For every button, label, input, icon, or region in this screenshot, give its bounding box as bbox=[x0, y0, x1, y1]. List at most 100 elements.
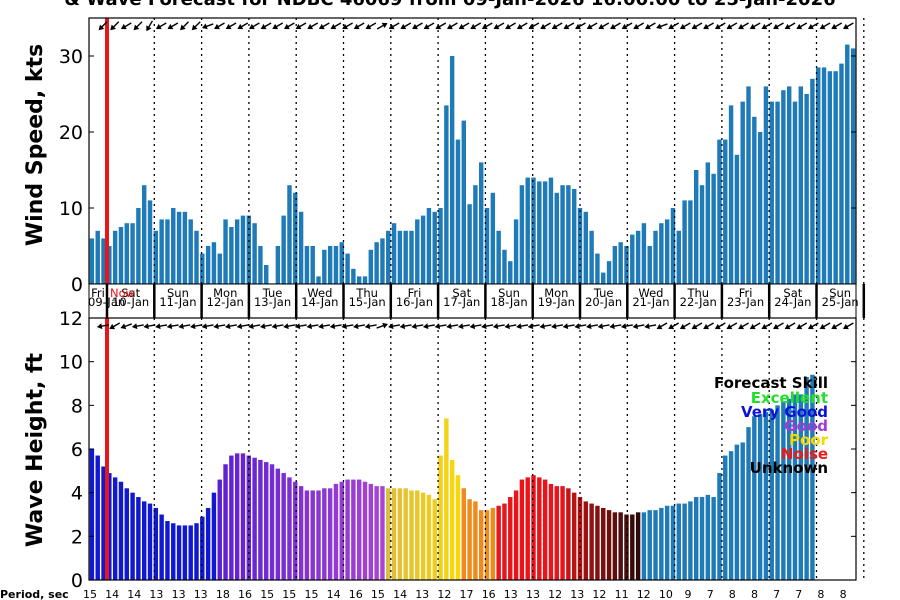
arrow-head bbox=[388, 23, 395, 30]
bar bbox=[339, 242, 344, 284]
arrow-head bbox=[796, 323, 803, 330]
bar bbox=[223, 464, 228, 580]
plot-frame bbox=[88, 17, 857, 285]
arrow-head bbox=[668, 23, 675, 30]
bar bbox=[345, 253, 350, 284]
bar bbox=[682, 503, 687, 580]
direction-arrow bbox=[563, 22, 575, 30]
date-label: 24-Jan bbox=[774, 295, 811, 309]
bar bbox=[775, 405, 780, 580]
arrow-head bbox=[645, 23, 651, 30]
y-tick-label: 4 bbox=[71, 483, 83, 505]
direction-arrow bbox=[330, 22, 342, 30]
direction-arrow bbox=[109, 322, 121, 330]
direction-arrow bbox=[423, 22, 435, 30]
bar bbox=[275, 246, 281, 284]
arrow-head bbox=[516, 323, 522, 330]
arrow-head bbox=[96, 323, 103, 330]
arrow-head bbox=[528, 23, 535, 30]
bar bbox=[229, 227, 234, 284]
arrow-head bbox=[146, 25, 152, 32]
bar bbox=[211, 492, 217, 580]
bar bbox=[537, 477, 542, 580]
bar bbox=[240, 215, 246, 284]
direction-arrow bbox=[738, 322, 749, 330]
bar bbox=[740, 442, 745, 580]
bar bbox=[653, 510, 658, 580]
date-label: 21-Jan bbox=[632, 295, 669, 309]
bar bbox=[624, 246, 629, 284]
bar bbox=[380, 238, 385, 284]
bar bbox=[688, 200, 693, 284]
bar bbox=[734, 444, 740, 580]
direction-arrow bbox=[342, 22, 353, 30]
bar bbox=[664, 505, 670, 580]
period-value: 15 bbox=[371, 588, 385, 600]
direction-arrow bbox=[318, 22, 330, 30]
date-label: 16-Jan bbox=[396, 295, 433, 309]
arrow-head bbox=[306, 323, 313, 330]
bar bbox=[496, 505, 501, 580]
bar bbox=[612, 246, 618, 284]
arrow-head bbox=[516, 23, 523, 30]
direction-arrow bbox=[146, 20, 154, 32]
bar bbox=[415, 219, 420, 284]
bar bbox=[386, 488, 391, 580]
direction-arrow bbox=[808, 322, 819, 330]
bar bbox=[630, 514, 635, 580]
bar bbox=[548, 177, 554, 284]
date-label: 15-Jan bbox=[349, 295, 386, 309]
direction-arrow bbox=[784, 22, 796, 30]
bar bbox=[147, 503, 153, 580]
arrow-head bbox=[120, 23, 127, 30]
date-label: 12-Jan bbox=[207, 295, 244, 309]
arrow-head bbox=[224, 323, 231, 330]
arrow-head bbox=[295, 23, 302, 30]
direction-arrow bbox=[271, 323, 284, 330]
arrow-head bbox=[120, 323, 127, 330]
bar bbox=[449, 459, 455, 580]
bar bbox=[694, 170, 699, 284]
bar bbox=[444, 105, 449, 285]
period-value: 13 bbox=[149, 588, 163, 600]
arrow-head bbox=[180, 24, 186, 31]
bar bbox=[333, 246, 339, 284]
arrow-head bbox=[330, 23, 337, 30]
arrow-head bbox=[167, 23, 174, 30]
direction-arrow bbox=[191, 21, 201, 31]
day-of-week-label: Tue bbox=[262, 286, 283, 300]
bar bbox=[810, 374, 815, 580]
bar bbox=[490, 507, 496, 580]
date-label: 18-Jan bbox=[490, 295, 527, 309]
day-of-week-label: Sat bbox=[783, 286, 802, 300]
direction-arrow bbox=[248, 323, 261, 330]
bar bbox=[380, 486, 385, 580]
bar bbox=[322, 488, 327, 580]
direction-arrow bbox=[831, 322, 843, 330]
bar bbox=[502, 249, 507, 284]
bar bbox=[595, 253, 600, 284]
bar bbox=[327, 246, 333, 284]
bar bbox=[264, 462, 269, 580]
arrow-head bbox=[272, 23, 279, 30]
bar bbox=[618, 242, 623, 284]
bar bbox=[775, 101, 780, 284]
date-label: 09-Jan bbox=[88, 295, 125, 309]
bar bbox=[345, 479, 350, 580]
bar bbox=[258, 246, 263, 284]
arrow-head bbox=[260, 23, 267, 30]
period-value: 17 bbox=[460, 588, 474, 600]
bar bbox=[618, 512, 623, 580]
day-of-week-label: Thu bbox=[355, 286, 378, 300]
arrow-head bbox=[365, 23, 372, 30]
now-label: Now bbox=[110, 286, 135, 300]
bar bbox=[792, 394, 798, 580]
direction-arrow bbox=[201, 23, 214, 30]
arrow-head bbox=[575, 23, 581, 30]
arrow-head bbox=[574, 323, 580, 330]
direction-arrow bbox=[551, 22, 563, 30]
direction-arrow bbox=[575, 22, 586, 30]
bar bbox=[101, 238, 106, 284]
bar bbox=[182, 211, 188, 284]
